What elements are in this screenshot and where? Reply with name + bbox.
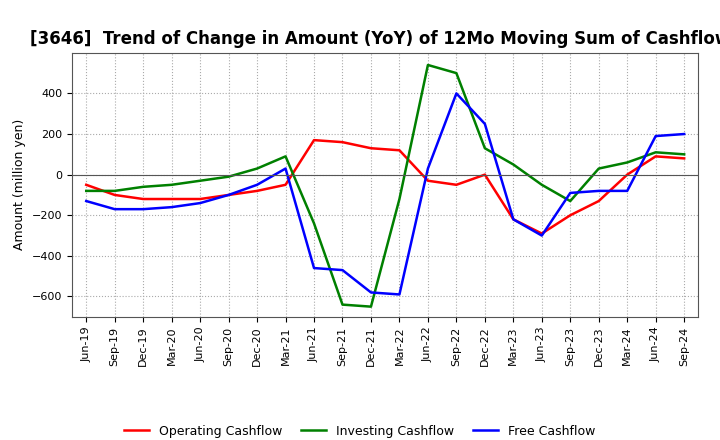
Operating Cashflow — [82, 182, 91, 187]
Free Cashflow — [480, 121, 489, 127]
Free Cashflow — [338, 268, 347, 273]
Investing Cashflow — [623, 160, 631, 165]
Free Cashflow — [139, 206, 148, 212]
Operating Cashflow — [310, 137, 318, 143]
Free Cashflow — [652, 133, 660, 139]
Free Cashflow — [82, 198, 91, 204]
Operating Cashflow — [480, 172, 489, 177]
Investing Cashflow — [595, 166, 603, 171]
Free Cashflow — [196, 201, 204, 206]
Legend: Operating Cashflow, Investing Cashflow, Free Cashflow: Operating Cashflow, Investing Cashflow, … — [120, 420, 600, 440]
Operating Cashflow — [110, 192, 119, 198]
Investing Cashflow — [566, 198, 575, 204]
Investing Cashflow — [139, 184, 148, 190]
Free Cashflow — [680, 132, 688, 137]
Operating Cashflow — [509, 216, 518, 222]
Free Cashflow — [595, 188, 603, 194]
Investing Cashflow — [225, 174, 233, 180]
Y-axis label: Amount (million yen): Amount (million yen) — [13, 119, 26, 250]
Free Cashflow — [110, 206, 119, 212]
Operating Cashflow — [253, 188, 261, 194]
Investing Cashflow — [480, 146, 489, 151]
Investing Cashflow — [366, 304, 375, 309]
Free Cashflow — [623, 188, 631, 194]
Investing Cashflow — [167, 182, 176, 187]
Investing Cashflow — [282, 154, 290, 159]
Operating Cashflow — [282, 182, 290, 187]
Free Cashflow — [566, 190, 575, 195]
Investing Cashflow — [253, 166, 261, 171]
Free Cashflow — [366, 290, 375, 295]
Line: Investing Cashflow: Investing Cashflow — [86, 65, 684, 307]
Free Cashflow — [167, 205, 176, 210]
Operating Cashflow — [623, 172, 631, 177]
Investing Cashflow — [82, 188, 91, 194]
Operating Cashflow — [366, 146, 375, 151]
Operating Cashflow — [452, 182, 461, 187]
Free Cashflow — [282, 166, 290, 171]
Operating Cashflow — [338, 139, 347, 145]
Investing Cashflow — [509, 162, 518, 167]
Investing Cashflow — [652, 150, 660, 155]
Operating Cashflow — [395, 148, 404, 153]
Investing Cashflow — [537, 182, 546, 187]
Line: Operating Cashflow: Operating Cashflow — [86, 140, 684, 234]
Operating Cashflow — [680, 156, 688, 161]
Investing Cashflow — [196, 178, 204, 183]
Free Cashflow — [537, 233, 546, 238]
Line: Free Cashflow: Free Cashflow — [86, 93, 684, 294]
Operating Cashflow — [537, 231, 546, 236]
Free Cashflow — [225, 192, 233, 198]
Operating Cashflow — [652, 154, 660, 159]
Operating Cashflow — [595, 198, 603, 204]
Operating Cashflow — [139, 196, 148, 202]
Operating Cashflow — [225, 192, 233, 198]
Investing Cashflow — [423, 62, 432, 68]
Operating Cashflow — [423, 178, 432, 183]
Free Cashflow — [423, 166, 432, 171]
Free Cashflow — [395, 292, 404, 297]
Free Cashflow — [509, 216, 518, 222]
Free Cashflow — [310, 265, 318, 271]
Operating Cashflow — [196, 196, 204, 202]
Free Cashflow — [253, 182, 261, 187]
Investing Cashflow — [310, 221, 318, 226]
Investing Cashflow — [338, 302, 347, 307]
Investing Cashflow — [110, 188, 119, 194]
Free Cashflow — [452, 91, 461, 96]
Operating Cashflow — [167, 196, 176, 202]
Operating Cashflow — [566, 213, 575, 218]
Title: [3646]  Trend of Change in Amount (YoY) of 12Mo Moving Sum of Cashflows: [3646] Trend of Change in Amount (YoY) o… — [30, 30, 720, 48]
Investing Cashflow — [680, 152, 688, 157]
Investing Cashflow — [395, 196, 404, 202]
Investing Cashflow — [452, 70, 461, 76]
